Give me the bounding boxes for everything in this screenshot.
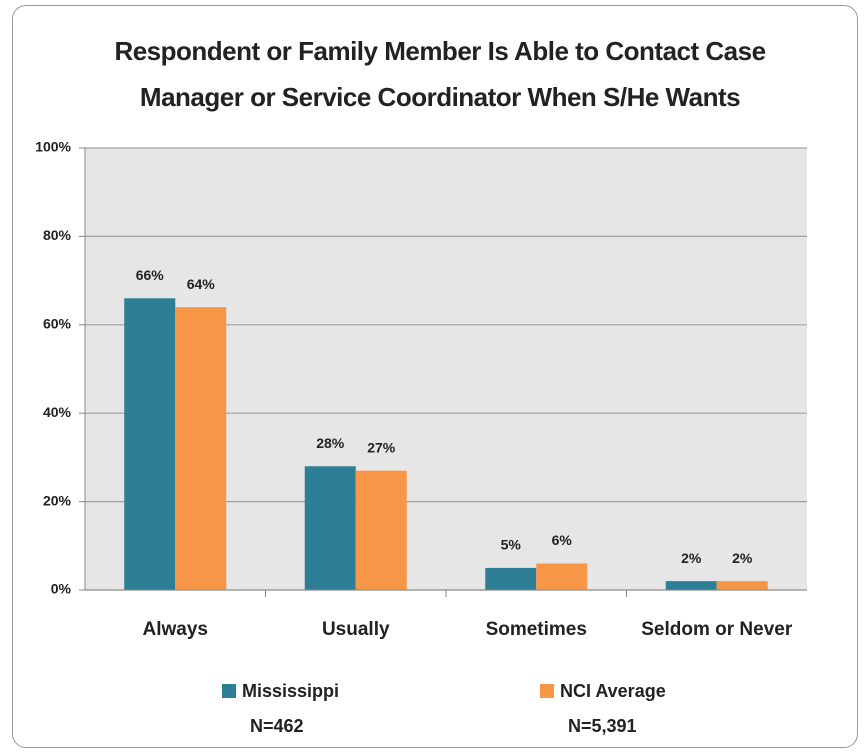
bar: [175, 307, 227, 590]
legend-sample: N=5,391: [568, 716, 637, 736]
y-tick-label: 0%: [51, 581, 72, 597]
legend-label: NCI Average: [560, 681, 666, 701]
data-label: 5%: [501, 537, 522, 553]
data-label: 27%: [367, 439, 396, 455]
bar: [124, 298, 176, 590]
y-tick-label: 40%: [43, 404, 72, 420]
data-label: 6%: [552, 532, 573, 548]
x-tick-label: Seldom or Never: [641, 619, 793, 640]
data-label: 2%: [732, 550, 753, 566]
y-tick-label: 100%: [35, 139, 71, 155]
chart-frame: [12, 5, 858, 748]
data-label: 66%: [136, 267, 165, 283]
y-tick-label: 20%: [43, 492, 72, 508]
bar: [665, 581, 717, 590]
x-tick-label: Usually: [322, 619, 390, 640]
legend-label: Mississippi: [242, 681, 339, 701]
data-label: 28%: [316, 435, 345, 451]
bar: [536, 563, 588, 590]
bar: [355, 470, 407, 590]
legend-swatch: [222, 684, 236, 698]
x-tick-label: Always: [143, 619, 208, 640]
bar: [716, 581, 768, 590]
bar: [304, 466, 356, 590]
data-label: 64%: [187, 276, 216, 292]
legend-sample: N=462: [250, 716, 304, 736]
legend-swatch: [540, 684, 554, 698]
y-tick-label: 60%: [43, 316, 72, 332]
bar: [485, 567, 537, 590]
chart-title: Respondent or Family Member Is Able to C…: [114, 36, 766, 112]
data-label: 2%: [681, 550, 702, 566]
y-tick-label: 80%: [43, 227, 72, 243]
x-tick-label: Sometimes: [486, 619, 587, 640]
